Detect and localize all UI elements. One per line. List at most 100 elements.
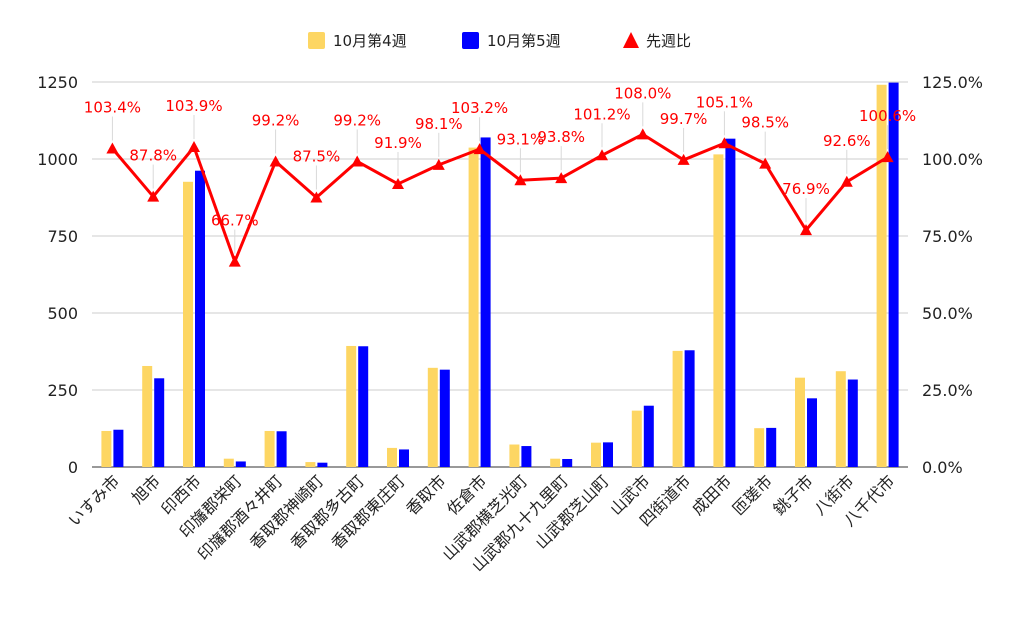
bar-week4 [183,181,193,468]
ratio-label: 98.1% [415,115,463,133]
ratio-marker [718,137,731,149]
ratio-label: 98.5% [741,114,789,132]
bar-week5 [399,449,409,467]
legend-triangle-icon [623,32,639,48]
left-tick-label: 500 [47,304,78,323]
legend: 10月第4週 10月第5週 先週比 [308,32,691,50]
bar-week4 [427,367,438,467]
bar-week5 [358,346,369,467]
bar-week5 [766,427,777,467]
ratio-label: 76.9% [782,180,830,198]
ratio-label: 103.4% [84,99,141,117]
bar-week5 [807,398,817,467]
legend-label-week5: 10月第5週 [487,32,561,50]
ratio-marker [228,255,241,267]
bar-week5 [847,379,858,467]
bar-week4 [509,444,520,467]
ratio-marker [106,142,119,154]
ratio-marker [800,224,812,236]
ratio-label: 105.1% [696,93,753,111]
left-tick-label: 1250 [37,73,78,92]
right-tick-label: 0.0% [922,458,963,477]
bar-week5 [643,405,654,467]
category-label: 銚子市 [769,471,816,518]
legend-swatch-week5 [462,32,479,49]
left-tick-label: 750 [47,227,78,246]
category-label: 成田市 [688,471,735,518]
bar-week4 [713,154,724,467]
left-tick-label: 250 [47,381,78,400]
bar-week4 [876,84,887,467]
bar-week5 [521,446,532,467]
ratio-marker [514,174,527,186]
right-tick-label: 100.0% [922,150,983,169]
ratio-label: 87.5% [293,148,341,166]
ratio-label: 103.9% [165,97,222,115]
bar-week4 [672,350,683,467]
ratio-label: 91.9% [374,134,422,152]
ratio-label: 99.2% [252,111,300,129]
bar-week5 [725,138,736,467]
bar-week4 [631,410,642,467]
bar-week4 [305,462,316,467]
ratio-label: 66.7% [211,212,259,230]
bar-week4 [468,147,479,467]
ratio-label: 93.1% [497,130,545,148]
ratio-label: 87.8% [129,147,177,165]
right-tick-label: 50.0% [922,304,973,323]
ratio-marker [473,143,486,155]
category-label: 香取市 [402,471,449,518]
ratio-marker [188,140,200,152]
category-labels: いすみ市 旭市印西市印旛郡栄町印旛郡酒々井町香取郡神崎町香取郡多古町香取郡東庄町香… [65,471,899,575]
ratio-label: 92.6% [823,132,871,150]
bar-week5 [603,442,613,467]
ratio-marker [555,172,568,184]
category-label: いすみ市 [65,471,124,530]
bar-week5 [276,431,287,467]
legend-label-ratio: 先週比 [646,32,691,50]
bar-week5 [195,170,205,468]
ratio-marker [759,157,772,169]
ratio-line [106,128,894,267]
left-tick-label: 1000 [37,150,78,169]
ratio-label: 101.2% [573,105,630,123]
bar-week4 [223,458,234,467]
bar-week4 [346,345,357,467]
ratio-label: 93.8% [537,128,585,146]
ratio-marker [881,151,894,163]
left-tick-label: 0 [68,458,78,477]
legend-swatch-week4 [308,32,325,49]
bar-week5 [562,458,573,467]
ratio-marker [147,190,160,202]
ratio-label: 108.0% [614,84,671,102]
bar-week5 [235,461,246,467]
ratio-marker [310,191,323,203]
bar-week5 [480,137,491,467]
bar-week4 [101,430,112,467]
bars [101,82,899,468]
bar-week4 [142,365,153,467]
right-axis: 0.0% 25.0% 50.0% 75.0% 100.0% 125.0% [922,73,983,477]
bar-week4 [264,430,275,467]
bar-week5 [154,378,165,467]
legend-label-week4: 10月第4週 [333,32,407,50]
bar-week5 [684,350,695,467]
bar-week4 [550,458,561,467]
ratio-label: 103.2% [451,99,508,117]
bar-week4 [754,428,765,467]
ratio-marker [636,128,649,140]
category-label: 旭市 [128,471,164,507]
bar-week4 [591,442,601,467]
right-tick-label: 75.0% [922,227,973,246]
bar-week4 [795,377,805,467]
bar-week5 [113,429,124,467]
ratio-marker [351,155,364,167]
left-axis: 0 250 500 750 1000 1250 [37,73,78,477]
ratio-label: 99.2% [333,111,381,129]
ratio-marker [677,153,690,165]
ratio-label: 99.7% [660,110,708,128]
ratio-labels: 103.4% 87.8% 103.9% 66.7% 99.2% 87.5% 99.2% 91.… [84,84,916,254]
bar-week4 [387,447,397,467]
bar-week4 [835,371,846,467]
